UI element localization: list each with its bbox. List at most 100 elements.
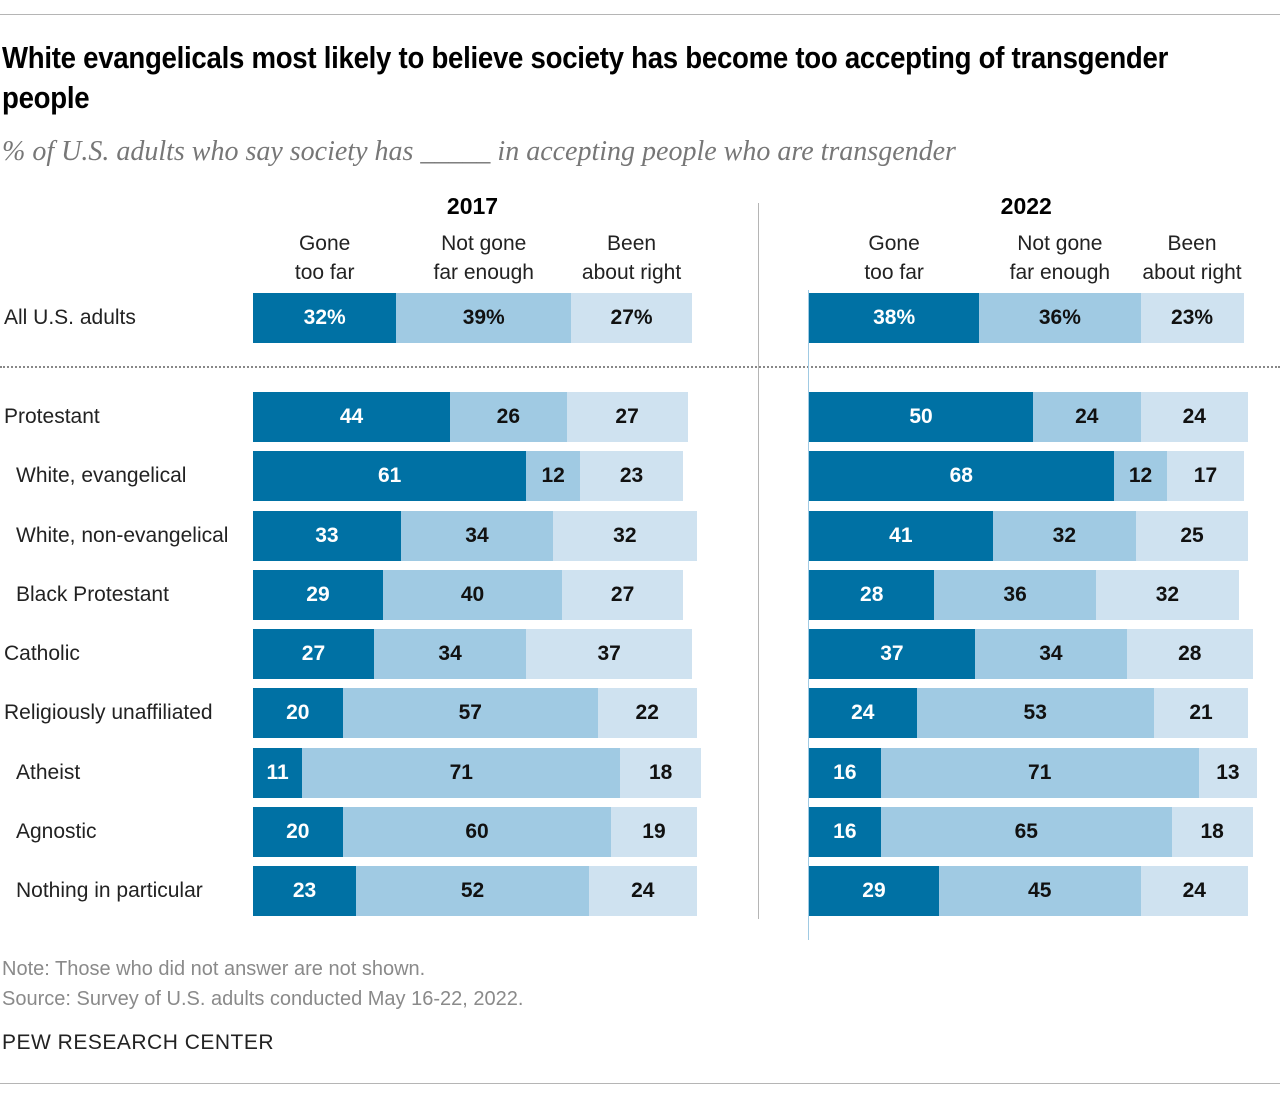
bar-segment-not-gone-far-enough: 52 xyxy=(356,866,589,916)
row-label: Nothing in particular xyxy=(16,879,203,902)
bar-segment-been-about-right: 24 xyxy=(589,866,697,916)
column-header: Gone too far xyxy=(295,229,355,287)
year-label-2022: 2022 xyxy=(1000,193,1052,219)
bar-segment-not-gone-far-enough: 71 xyxy=(302,748,621,798)
column-header-line: Been xyxy=(607,232,657,255)
panel-divider xyxy=(758,203,759,919)
bar-segment-gone-too-far: 16 xyxy=(809,748,881,798)
chart-title: White evangelicals most likely to believ… xyxy=(2,40,1169,115)
bar-segment-gone-too-far: 27 xyxy=(253,629,374,679)
bar-segment-gone-too-far: 32% xyxy=(253,293,397,343)
bar-segment-not-gone-far-enough: 24 xyxy=(1033,392,1141,442)
bar-segment-gone-too-far: 16 xyxy=(809,807,881,857)
bar-segment-gone-too-far: 20 xyxy=(253,688,343,738)
bar-segment-not-gone-far-enough: 12 xyxy=(526,451,581,501)
bar-segment-gone-too-far: 50 xyxy=(809,392,1033,442)
bar-segment-not-gone-far-enough: 71 xyxy=(880,748,1199,798)
column-header: Been about right xyxy=(1142,229,1241,287)
bar-segment-not-gone-far-enough: 34 xyxy=(974,629,1128,679)
bar-segment-gone-too-far: 29 xyxy=(253,570,383,620)
bar-segment-not-gone-far-enough: 53 xyxy=(916,688,1154,738)
column-header-line: Gone xyxy=(298,232,351,255)
bar-segment-gone-too-far: 44 xyxy=(253,392,451,442)
bar-segment-been-about-right: 24 xyxy=(1140,392,1249,442)
row-label: Agnostic xyxy=(16,820,97,843)
column-header-line: about right xyxy=(1142,261,1242,284)
bar-segment-been-about-right: 18 xyxy=(620,748,701,798)
column-header-line: too far xyxy=(294,261,355,284)
bar-segment-gone-too-far: 38% xyxy=(809,293,980,343)
bar-segment-not-gone-far-enough: 65 xyxy=(880,807,1172,857)
bottom-rule xyxy=(0,1083,1280,1084)
bar-segment-gone-too-far: 29 xyxy=(809,866,939,916)
bar-segment-gone-too-far: 41 xyxy=(809,511,993,561)
note: Note: Those who did not answer are not s… xyxy=(2,958,426,980)
bar-segment-gone-too-far: 37 xyxy=(809,629,975,679)
column-header: Gone too far xyxy=(864,229,924,287)
bar-segment-been-about-right: 23% xyxy=(1140,293,1244,343)
bar-segment-been-about-right: 32 xyxy=(1095,570,1240,620)
column-header-line: Been xyxy=(1167,232,1217,255)
axis-line-2022 xyxy=(808,290,809,940)
bar-segment-been-about-right: 25 xyxy=(1136,511,1249,561)
row-label: Protestant xyxy=(4,405,100,428)
column-header-line: Not gone xyxy=(1017,232,1103,255)
bar-segment-not-gone-far-enough: 26 xyxy=(450,392,567,442)
bar-segment-been-about-right: 27 xyxy=(562,570,684,620)
row-label: All U.S. adults xyxy=(4,306,136,329)
row-label: Black Protestant xyxy=(16,583,169,606)
row-label: White, evangelical xyxy=(16,464,187,487)
bar-segment-been-about-right: 37 xyxy=(526,629,693,679)
bar-segment-gone-too-far: 20 xyxy=(253,807,343,857)
year-label-2017: 2017 xyxy=(446,193,499,219)
row-label: White, non-evangelical xyxy=(16,524,229,547)
column-header: Not gone far enough xyxy=(1010,229,1110,287)
bar-segment-been-about-right: 27 xyxy=(566,392,688,442)
bar-segment-been-about-right: 17 xyxy=(1167,451,1244,501)
bar-segment-not-gone-far-enough: 40 xyxy=(382,570,563,620)
bar-segment-not-gone-far-enough: 60 xyxy=(342,807,612,857)
bar-segment-been-about-right: 27% xyxy=(571,293,693,343)
bar-segment-been-about-right: 28 xyxy=(1127,629,1253,679)
bar-segment-been-about-right: 21 xyxy=(1153,688,1249,738)
bar-segment-been-about-right: 18 xyxy=(1171,807,1253,857)
bar-segment-not-gone-far-enough: 36 xyxy=(934,570,1096,620)
column-header: Been about right xyxy=(582,229,681,287)
column-header: Not gone far enough xyxy=(434,229,534,287)
bar-segment-gone-too-far: 24 xyxy=(809,688,917,738)
column-header-line: too far xyxy=(864,261,924,284)
bar-segment-been-about-right: 32 xyxy=(553,511,697,561)
brand-logo-text: PEW RESEARCH CENTER xyxy=(2,1031,275,1054)
top-rule xyxy=(0,14,1280,15)
column-header-line: far enough xyxy=(433,261,534,284)
column-header-line: Gone xyxy=(868,232,920,255)
bar-segment-been-about-right: 24 xyxy=(1140,866,1249,916)
bar-segment-not-gone-far-enough: 39% xyxy=(396,293,572,343)
bar-segment-not-gone-far-enough: 32 xyxy=(992,511,1137,561)
bar-segment-not-gone-far-enough: 36% xyxy=(979,293,1141,343)
bar-segment-gone-too-far: 23 xyxy=(253,866,357,916)
bar-segment-not-gone-far-enough: 57 xyxy=(342,688,598,738)
bar-segment-gone-too-far: 61 xyxy=(253,451,527,501)
bar-segment-gone-too-far: 11 xyxy=(253,748,303,798)
column-header-line: about right xyxy=(581,261,682,284)
bar-segment-not-gone-far-enough: 34 xyxy=(400,511,554,561)
column-header-line: Not gone xyxy=(441,232,527,255)
bar-segment-been-about-right: 23 xyxy=(580,451,684,501)
row-label: Atheist xyxy=(16,761,81,784)
bar-segment-not-gone-far-enough: 12 xyxy=(1113,451,1168,501)
bar-segment-gone-too-far: 28 xyxy=(809,570,935,620)
bar-segment-been-about-right: 13 xyxy=(1198,748,1257,798)
chart-subtitle: % of U.S. adults who say society has ___… xyxy=(2,136,956,167)
source: Source: Survey of U.S. adults conducted … xyxy=(2,988,524,1010)
bar-segment-been-about-right: 19 xyxy=(611,807,697,857)
column-header-line: far enough xyxy=(1009,261,1111,284)
row-label: Catholic xyxy=(4,642,80,665)
bar-segment-not-gone-far-enough: 45 xyxy=(938,866,1141,916)
bar-segment-gone-too-far: 33 xyxy=(253,511,401,561)
bar-segment-gone-too-far: 68 xyxy=(809,451,1114,501)
row-label: Religiously unaffiliated xyxy=(4,701,213,724)
bar-segment-been-about-right: 22 xyxy=(597,688,697,738)
bar-segment-not-gone-far-enough: 34 xyxy=(373,629,527,679)
